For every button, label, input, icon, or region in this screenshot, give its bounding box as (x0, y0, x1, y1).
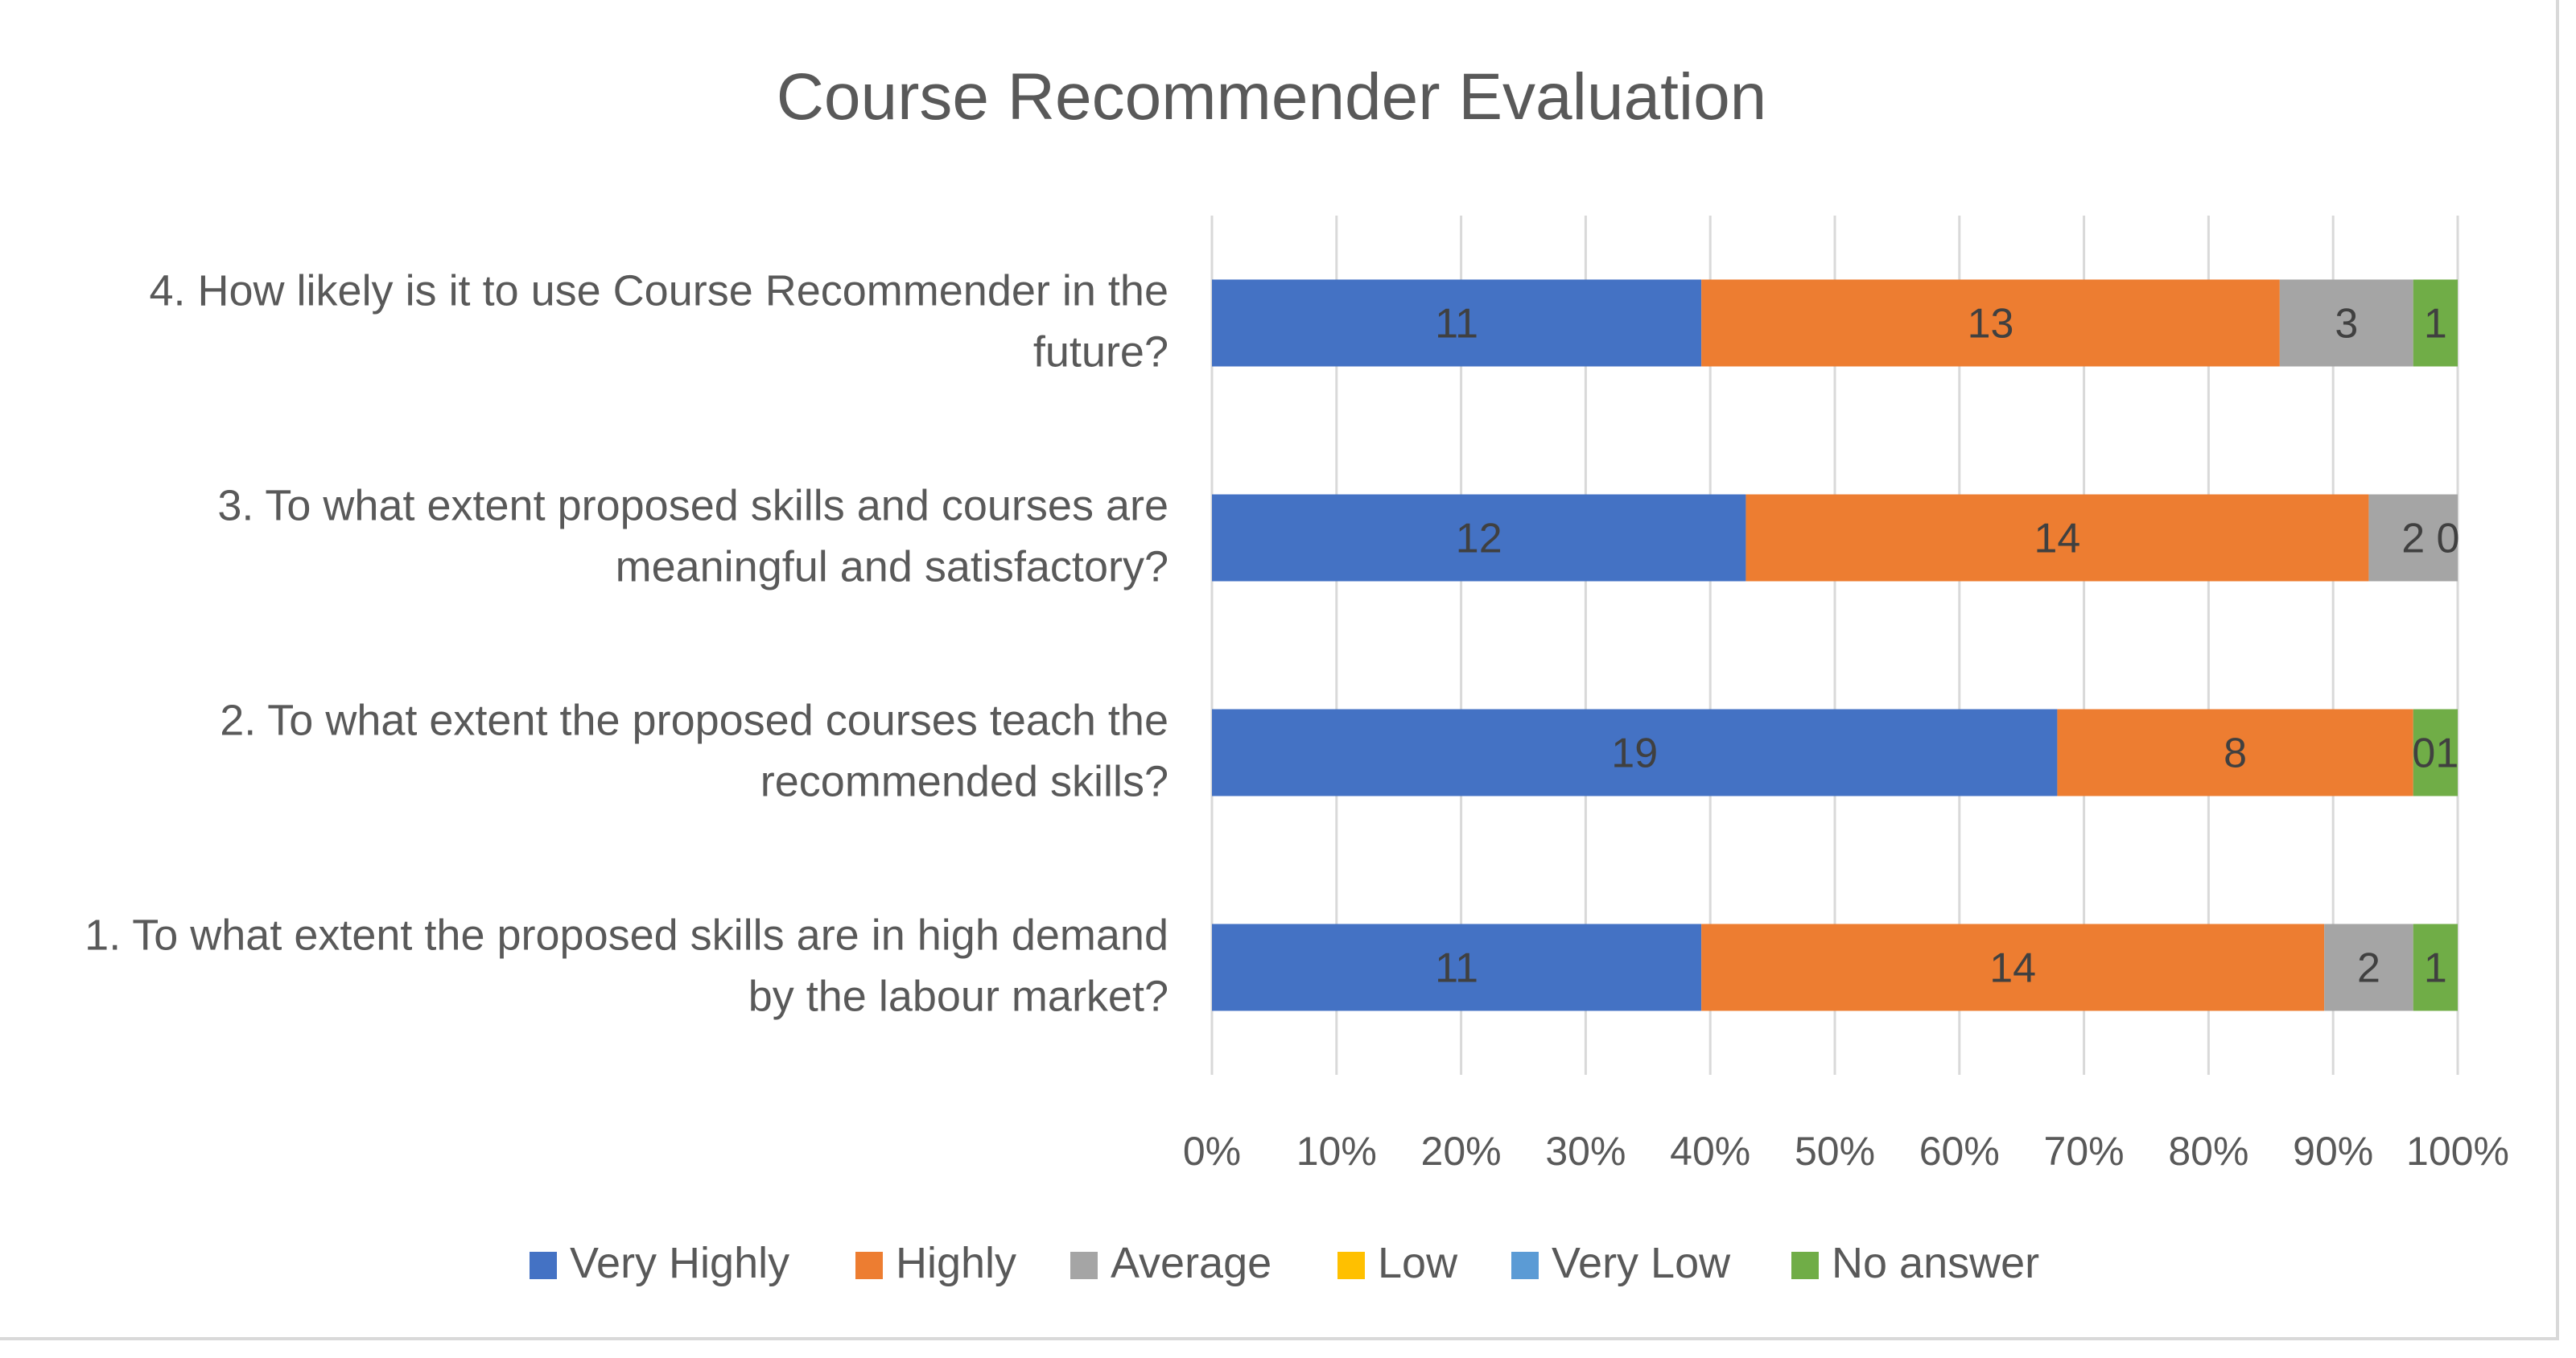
legend-swatch (530, 1252, 557, 1279)
category-label: 4. How likely is it to use Course Recomm… (149, 267, 1168, 315)
data-label: 14 (2034, 516, 2081, 562)
legend-label[interactable]: Low (1378, 1239, 1458, 1287)
x-tick-label: 30% (1545, 1129, 1626, 1174)
bar-segment[interactable] (1212, 494, 1746, 582)
category-labels: 1. To what extent the proposed skills ar… (84, 267, 1168, 1021)
legend-label[interactable]: No answer (1832, 1239, 2039, 1287)
bar-segment[interactable] (1212, 924, 1702, 1011)
bar-segment[interactable] (1745, 494, 2369, 582)
bar-segment[interactable] (1212, 709, 2058, 796)
chart-title: Course Recommender Evaluation (777, 60, 1767, 134)
data-label: 0 (2437, 516, 2460, 562)
bar-segment[interactable] (2057, 709, 2413, 796)
legend-swatch (1337, 1252, 1365, 1279)
category-label: future? (1033, 328, 1168, 377)
bar-segment[interactable] (1701, 279, 2280, 367)
x-tick-label: 20% (1421, 1129, 1502, 1174)
data-label: 19 (1611, 730, 1658, 777)
x-tick-label: 10% (1296, 1129, 1377, 1174)
x-tick-label: 90% (2293, 1129, 2373, 1174)
category-label: recommended skills? (760, 758, 1168, 806)
data-label: 1 (2424, 301, 2447, 348)
bar-segment[interactable] (2324, 924, 2413, 1011)
data-label: 8 (2224, 730, 2247, 777)
legend[interactable]: Very Highly Highly Average Low Very Low No an… (530, 1239, 2039, 1287)
x-tick-label: 0% (1183, 1129, 1241, 1174)
legend-label[interactable]: Very Low (1552, 1239, 1731, 1287)
category-label: meaningful and satisfactory? (616, 543, 1168, 591)
data-label: 1 (2424, 945, 2447, 992)
x-tick-label: 40% (1670, 1129, 1750, 1174)
bar-segment[interactable] (1701, 924, 2325, 1011)
data-label: 14 (1989, 945, 2036, 992)
data-label: 11 (1435, 301, 1478, 348)
x-tick-label: 100% (2406, 1129, 2509, 1174)
legend-swatch (855, 1252, 883, 1279)
x-axis-ticks: 0% 10% 20% 30% 40% 50% 60% 70% 80% 90% 100% (1183, 1129, 2509, 1174)
legend-label[interactable]: Highly (896, 1239, 1016, 1287)
legend-swatch (1791, 1252, 1819, 1279)
bar-segment[interactable] (2279, 279, 2413, 367)
data-label: 01 (2412, 730, 2459, 777)
legend-swatch (1511, 1252, 1539, 1279)
bar-segment[interactable] (2413, 924, 2458, 1011)
bar-segment[interactable] (1212, 279, 1702, 367)
legend-label[interactable]: Average (1111, 1239, 1272, 1287)
data-label: 3 (2335, 301, 2358, 348)
bar-segment[interactable] (2413, 279, 2458, 367)
bars (1212, 279, 2458, 1011)
bar-segment[interactable] (2368, 494, 2458, 582)
data-label: 13 (1968, 301, 2014, 348)
category-label: by the labour market? (748, 973, 1168, 1021)
data-label: 12 (1456, 516, 1502, 562)
x-tick-label: 60% (1919, 1129, 2000, 1174)
legend-swatch (1070, 1252, 1098, 1279)
data-label: 2 (2357, 945, 2380, 992)
x-tick-label: 80% (2168, 1129, 2248, 1174)
category-label: 2. To what extent the proposed courses t… (220, 697, 1168, 745)
bar-segment[interactable] (2413, 709, 2458, 796)
category-label: 3. To what extent proposed skills and co… (217, 482, 1168, 530)
x-tick-label: 50% (1795, 1129, 1875, 1174)
x-tick-label: 70% (2044, 1129, 2125, 1174)
category-label: 1. To what extent the proposed skills ar… (84, 912, 1168, 960)
data-label: 11 (1435, 945, 1478, 992)
legend-label[interactable]: Very Highly (570, 1239, 789, 1287)
data-label: 2 (2401, 516, 2425, 562)
